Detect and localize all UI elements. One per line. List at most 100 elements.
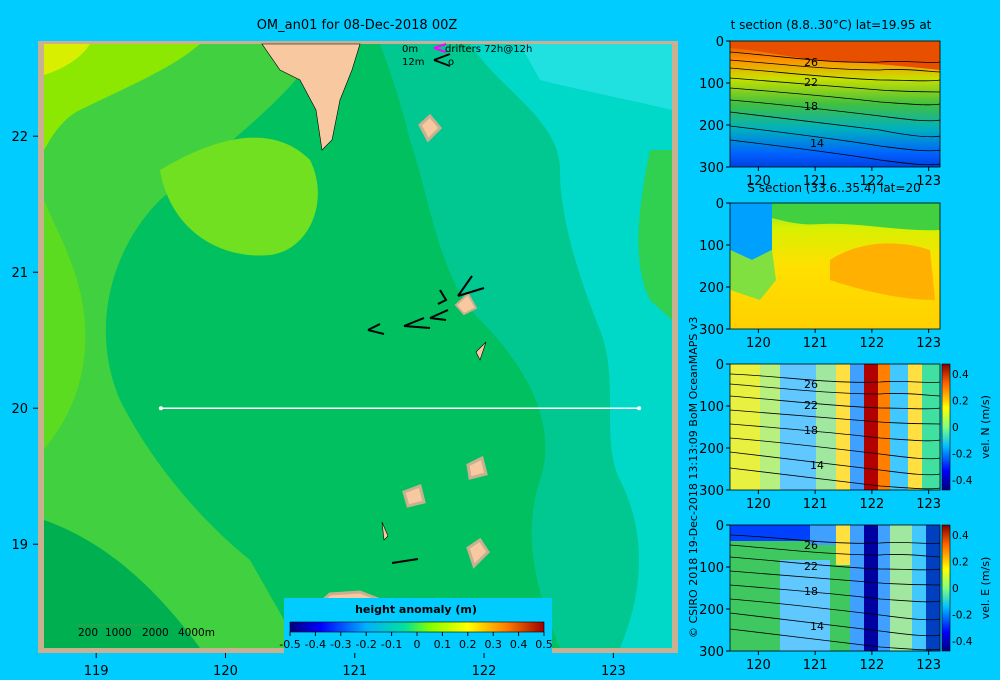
vn-section-border: [729, 363, 941, 491]
colorbar-tick-label-8: 0.3: [484, 638, 502, 651]
section-panel-axes: 120 121 122 123 0 100 200 300 120 121 122 123 0 100 20…: [699, 35, 941, 673]
panel1-x-tick-label-122: 122: [859, 174, 884, 189]
panel4-x-tick-label-120: 120: [746, 658, 771, 673]
panel1-x-tick-label-121: 121: [803, 174, 828, 189]
map-colorbar-ticks: -0.5 -0.4 -0.3 -0.2 -0.1 0 0.1 0.2 0.3 0.4 0.5: [279, 632, 553, 651]
s-section-panel: [729, 202, 941, 330]
t-contour-7: [729, 111, 941, 138]
vn-contour-3: [729, 395, 941, 410]
drifter-track-6: [391, 558, 419, 564]
drifter-tracks: [367, 275, 485, 564]
vn-contour-5: [729, 423, 941, 442]
land-island-calayan: [402, 484, 426, 508]
panel3-colorbar-tick-label-0: 0.4: [952, 369, 969, 381]
ve-contour-4: [729, 570, 941, 586]
land-taiwan-tip: [261, 43, 361, 151]
ve-band-4: [836, 525, 850, 565]
map-x-tick-label-121: 121: [342, 664, 367, 679]
ve-contour-7: [729, 612, 941, 637]
panel2-x-tick-label-123: 123: [916, 336, 941, 351]
ve-contour-label-18: 18: [804, 585, 818, 598]
ve-band-5: [850, 525, 864, 651]
t-contour-labels: 26 22 18 14: [804, 56, 824, 150]
t-contour-5: [729, 87, 941, 106]
vn-band-9: [890, 364, 908, 490]
ve-section-panel: 26 22 18 14 0.4 0.2 0 -0.2 -0.4 vel. E (m/s): [729, 524, 992, 652]
map-y-tick-label-22: 22: [11, 130, 28, 145]
map-x-tick-label-119: 119: [84, 664, 109, 679]
panel1-y-tick-label-100: 100: [699, 77, 724, 92]
t-contour-1: [729, 51, 941, 63]
ve-contours: [729, 534, 941, 651]
map-y-tick-label-20: 20: [11, 402, 28, 417]
panel2-x-tick-label-122: 122: [859, 336, 884, 351]
field-cyan-east: [470, 44, 672, 648]
map-x-tick-label-122: 122: [472, 664, 497, 679]
depth-label-2000: 2000: [142, 627, 169, 639]
ve-contour-1: [729, 534, 941, 544]
t-section-panel: 26 22 18 14: [729, 40, 941, 168]
panel1-y-tick-label-0: 0: [716, 35, 724, 50]
vn-colorbar-ticks: 0.4 0.2 0 -0.2 -0.4: [952, 369, 973, 487]
panel1-x-tick-label-120: 120: [746, 174, 771, 189]
vn-band-5: [836, 364, 850, 490]
field-light-cyan-ne: [520, 44, 672, 110]
panel3-colorbar-tick-label-2: 0: [952, 422, 959, 434]
panel1-y-tick-label-300: 300: [699, 161, 724, 176]
drifter-legend: 0m drifters 72h@12h 12m o: [402, 43, 532, 68]
vn-contour-8: [729, 467, 941, 490]
colorbar-tick-label-7: 0.2: [459, 638, 477, 651]
panel3-y-tick-label-0: 0: [716, 358, 724, 373]
panel2-y-tick-label-200: 200: [699, 281, 724, 296]
colorbar-tick-label-10: 0.5: [535, 638, 553, 651]
t-contour-4: [729, 77, 941, 93]
map-field: [44, 44, 672, 648]
vn-contour-1: [729, 373, 941, 383]
depth-label-4000m: 4000m: [178, 627, 215, 639]
vn-contour-label-22: 22: [804, 399, 818, 412]
ve-band-3: [780, 560, 830, 651]
t-contour-label-18: 18: [804, 100, 818, 113]
ve-contour-label-22: 22: [804, 560, 818, 573]
section-start-marker: [158, 406, 163, 411]
vn-contour-labels: 26 22 18 14: [804, 378, 824, 472]
credit-text: © CSIRO 2018 19-Dec-2018 13:13:09 BoM Oc…: [687, 317, 700, 638]
field-dark-green-sw: [44, 520, 200, 648]
legend-o: o: [448, 57, 454, 68]
vn-contour-label-18: 18: [804, 424, 818, 437]
s-section-fresh-top: [730, 203, 772, 260]
colorbar-tick-label-6: 0.1: [434, 638, 452, 651]
drifter-track-2: [403, 317, 431, 329]
vn-band-10: [908, 364, 922, 490]
land-island-babuyan: [466, 455, 488, 480]
panel3-colorbar-tick-label-3: -0.2: [952, 449, 973, 461]
vn-contour-7: [729, 451, 941, 476]
ve-colorbar-label: vel. E (m/s): [979, 557, 992, 620]
vn-band-8: [878, 364, 890, 490]
t-contour-3: [729, 67, 941, 82]
t-contour-label-26: 26: [804, 56, 818, 69]
colorbar-tick-label-5: 0: [414, 638, 421, 651]
depth-legend: 200 1000 2000 4000m: [76, 624, 215, 639]
panel4-x-tick-label-121: 121: [803, 658, 828, 673]
map-y-tick-label-19: 19: [11, 538, 28, 553]
depth-label-1000: 1000: [105, 627, 132, 639]
colorbar-tick-label-0: -0.5: [279, 638, 300, 651]
t-contour-2: [729, 59, 941, 73]
map-title: OM_an01 for 08-Dec-2018 00Z: [257, 18, 458, 33]
ve-contour-labels: 26 22 18 14: [804, 539, 824, 633]
t-contour-6: [729, 99, 941, 122]
field-yellow-corner: [44, 44, 90, 75]
panel3-colorbar-tick-label-1: 0.2: [952, 396, 969, 408]
vn-contour-label-26: 26: [804, 378, 818, 391]
legend-drifters-label: drifters 72h@12h: [445, 44, 532, 55]
map-colorbar: height anomaly (m) -0.5 -0.4 -0.3 -0.2 -0.1 0…: [279, 598, 553, 654]
drifter-track-1: [367, 323, 385, 335]
s-section-border: [729, 202, 941, 330]
ve-band-1: [730, 525, 810, 541]
ve-band-6: [864, 525, 878, 651]
ve-contour-2: [729, 544, 941, 558]
ve-contour-6: [729, 598, 941, 621]
legend-depth-12m: 12m: [402, 57, 424, 68]
depth-label-200: 200: [78, 627, 98, 639]
